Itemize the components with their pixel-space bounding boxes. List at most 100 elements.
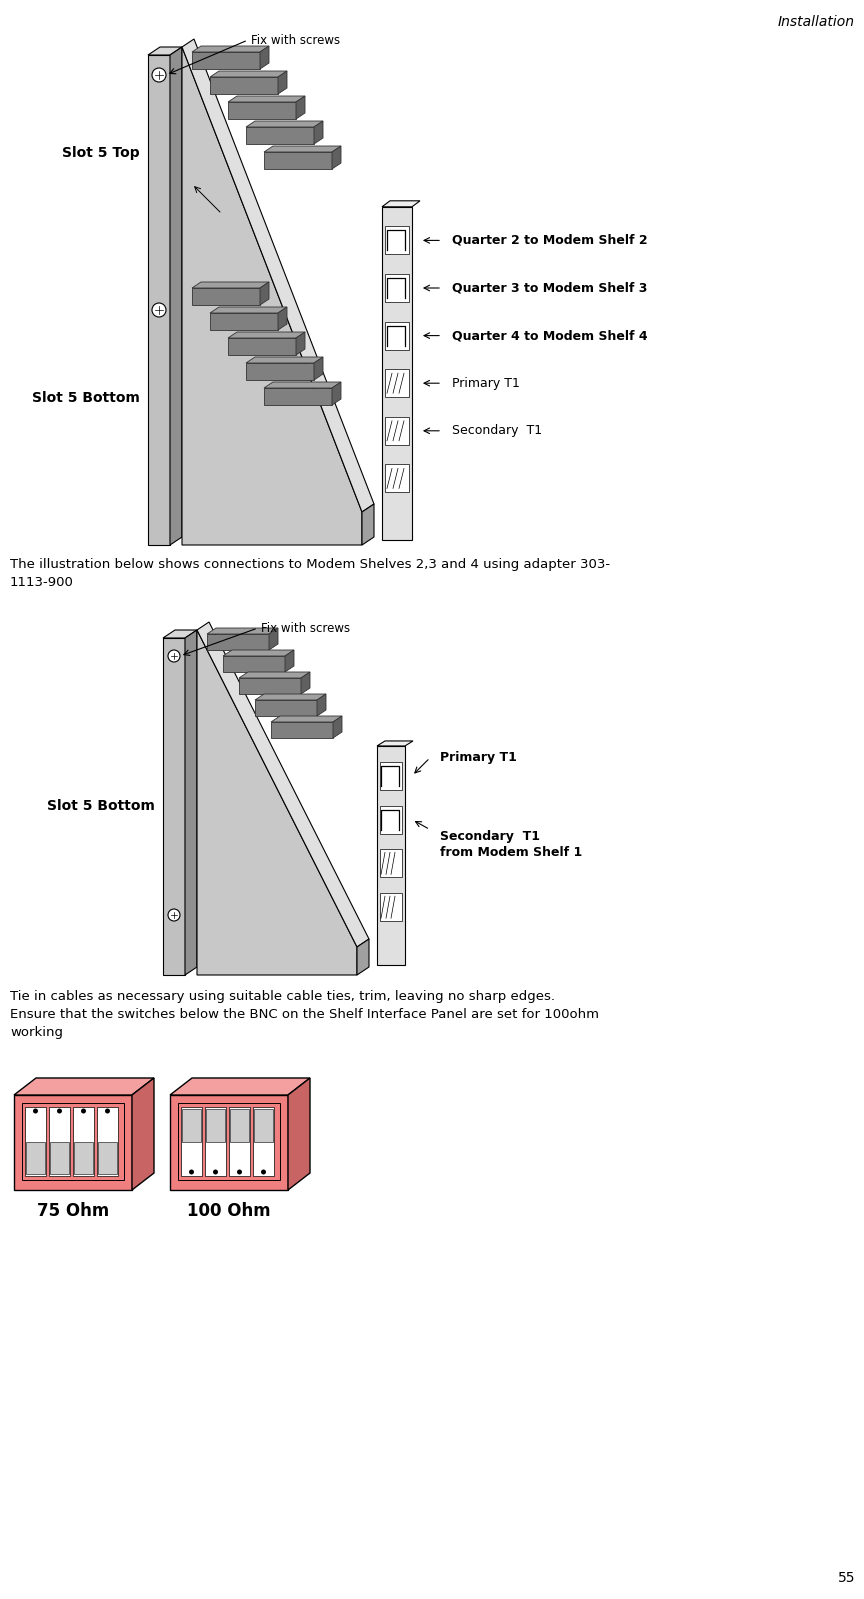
Polygon shape xyxy=(210,70,287,77)
Text: Tie in cables as necessary using suitable cable ties, trim, leaving no sharp edg: Tie in cables as necessary using suitabl… xyxy=(10,990,599,1039)
Polygon shape xyxy=(132,1078,154,1190)
Bar xyxy=(385,321,409,350)
Text: Primary T1: Primary T1 xyxy=(440,752,517,764)
Polygon shape xyxy=(197,630,357,975)
Text: Quarter 3 to Modem Shelf 3: Quarter 3 to Modem Shelf 3 xyxy=(452,281,647,294)
Bar xyxy=(210,313,278,329)
Polygon shape xyxy=(362,504,374,545)
Polygon shape xyxy=(288,1078,310,1190)
Polygon shape xyxy=(357,939,369,975)
Bar xyxy=(210,77,278,94)
Bar xyxy=(385,227,409,254)
Text: Slot 5 Bottom: Slot 5 Bottom xyxy=(48,800,155,814)
Polygon shape xyxy=(254,1110,273,1142)
Bar xyxy=(382,206,412,540)
Polygon shape xyxy=(271,716,342,723)
Bar xyxy=(385,417,409,445)
Bar xyxy=(22,1103,124,1180)
Text: Installation: Installation xyxy=(778,14,855,29)
Polygon shape xyxy=(14,1078,154,1095)
Circle shape xyxy=(213,1169,218,1175)
Bar xyxy=(181,1107,202,1175)
Bar xyxy=(73,1107,94,1175)
Polygon shape xyxy=(382,201,420,206)
Polygon shape xyxy=(207,628,278,633)
Bar xyxy=(380,894,402,921)
Polygon shape xyxy=(278,307,287,329)
Text: Slot 5 Top: Slot 5 Top xyxy=(62,146,140,160)
Bar xyxy=(192,288,260,305)
Polygon shape xyxy=(26,1142,45,1174)
Text: Quarter 2 to Modem Shelf 2: Quarter 2 to Modem Shelf 2 xyxy=(452,233,648,246)
Polygon shape xyxy=(148,46,182,54)
Bar xyxy=(205,1107,226,1175)
Polygon shape xyxy=(98,1142,117,1174)
Bar xyxy=(97,1107,118,1175)
Polygon shape xyxy=(230,1110,249,1142)
Bar xyxy=(228,337,296,355)
Circle shape xyxy=(189,1169,194,1175)
Bar xyxy=(163,638,185,975)
Bar xyxy=(192,53,260,69)
Polygon shape xyxy=(296,333,305,355)
Polygon shape xyxy=(182,1110,201,1142)
Polygon shape xyxy=(192,281,269,288)
Bar xyxy=(228,102,296,118)
Polygon shape xyxy=(317,694,326,716)
Polygon shape xyxy=(314,357,323,381)
Polygon shape xyxy=(228,96,305,102)
Bar xyxy=(253,1107,274,1175)
Bar xyxy=(264,152,332,169)
Bar xyxy=(170,1095,288,1190)
Circle shape xyxy=(33,1108,38,1113)
Polygon shape xyxy=(332,382,341,405)
Bar xyxy=(49,1107,70,1175)
Polygon shape xyxy=(264,146,341,152)
Bar xyxy=(25,1107,46,1175)
Polygon shape xyxy=(264,382,341,389)
Bar xyxy=(223,656,285,672)
Circle shape xyxy=(261,1169,266,1175)
Polygon shape xyxy=(163,630,197,638)
Circle shape xyxy=(168,908,180,921)
Polygon shape xyxy=(285,651,294,672)
Bar xyxy=(255,700,317,716)
Circle shape xyxy=(57,1108,62,1113)
Polygon shape xyxy=(246,122,323,126)
Circle shape xyxy=(152,302,166,317)
Polygon shape xyxy=(170,46,182,545)
Polygon shape xyxy=(182,38,374,512)
Polygon shape xyxy=(314,122,323,144)
Polygon shape xyxy=(332,146,341,169)
Polygon shape xyxy=(223,651,294,656)
Bar xyxy=(239,678,301,694)
Bar xyxy=(385,464,409,492)
Text: Quarter 4 to Modem Shelf 4: Quarter 4 to Modem Shelf 4 xyxy=(452,329,648,342)
Polygon shape xyxy=(296,96,305,118)
Polygon shape xyxy=(239,672,310,678)
Text: Primary T1: Primary T1 xyxy=(452,377,520,390)
Polygon shape xyxy=(74,1142,93,1174)
Text: Slot 5 Bottom: Slot 5 Bottom xyxy=(32,392,140,405)
Text: The illustration below shows connections to Modem Shelves 2,3 and 4 using adapte: The illustration below shows connections… xyxy=(10,558,610,588)
Polygon shape xyxy=(228,333,305,337)
Polygon shape xyxy=(269,628,278,651)
Polygon shape xyxy=(197,622,369,947)
Polygon shape xyxy=(210,307,287,313)
Bar xyxy=(229,1107,250,1175)
Bar xyxy=(246,363,314,381)
Polygon shape xyxy=(260,281,269,305)
Bar xyxy=(178,1103,280,1180)
Polygon shape xyxy=(246,357,323,363)
Text: 100 Ohm: 100 Ohm xyxy=(187,1202,270,1220)
Polygon shape xyxy=(50,1142,69,1174)
Bar xyxy=(377,747,405,966)
Polygon shape xyxy=(182,46,362,545)
Text: 75 Ohm: 75 Ohm xyxy=(37,1202,109,1220)
Circle shape xyxy=(168,651,180,662)
Circle shape xyxy=(237,1169,242,1175)
Bar xyxy=(207,633,269,651)
Text: Fix with screws: Fix with screws xyxy=(251,34,340,46)
Polygon shape xyxy=(260,46,269,69)
Text: Fix with screws: Fix with screws xyxy=(261,622,350,635)
